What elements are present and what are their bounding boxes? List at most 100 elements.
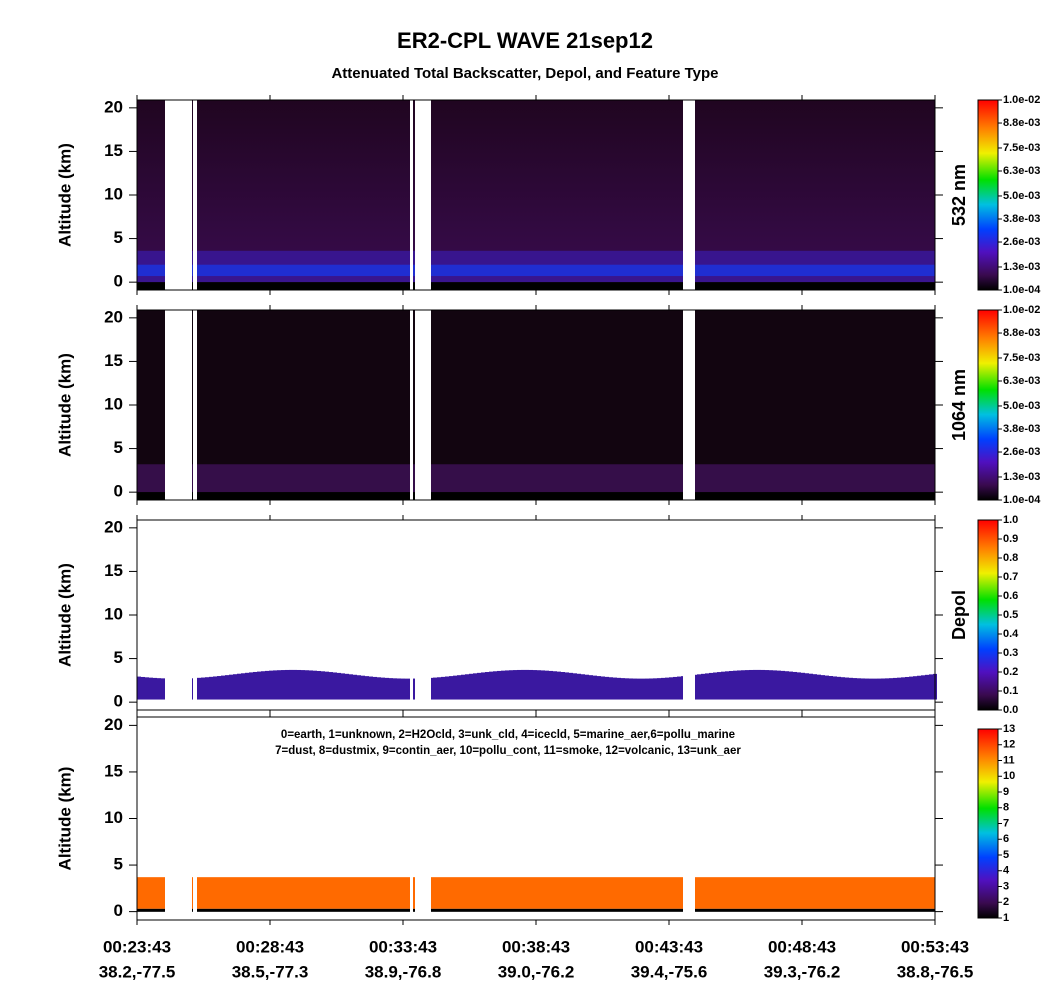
depol-image (233, 674, 237, 700)
depol-image (321, 671, 325, 700)
depol-image (713, 672, 717, 700)
depol-image (837, 676, 841, 700)
depol-image (925, 674, 929, 700)
colorbar-tick-label: 6.3e-03 (1003, 375, 1040, 387)
depol-image (153, 677, 157, 700)
depol-image (357, 675, 361, 700)
data-gap (410, 310, 413, 500)
depol-image (513, 670, 517, 700)
colorbar-tick-label: 8 (1003, 802, 1009, 814)
depol-image (697, 674, 701, 700)
depol-image (309, 670, 313, 700)
data-gap (193, 520, 197, 710)
data-gap (415, 520, 431, 710)
y-tick-label: 20 (104, 715, 123, 734)
depol-image (485, 672, 489, 700)
data-gap (415, 717, 431, 920)
depol-image (709, 672, 713, 700)
depol-image (701, 673, 705, 700)
depol-image (161, 678, 165, 700)
colorbar (977, 309, 999, 501)
data-gap (193, 100, 197, 290)
colorbar-tick-label: 8.8e-03 (1003, 117, 1040, 129)
depol-image (649, 678, 653, 700)
y-tick-label: 5 (114, 228, 123, 247)
y-axis-label: Altitude (km) (55, 563, 74, 667)
colorbar-label: 1064 nm (949, 369, 969, 441)
depol-image (437, 677, 441, 700)
depol-image (353, 674, 357, 700)
surface (137, 282, 935, 290)
depol-image (469, 673, 473, 700)
depol-image (821, 675, 825, 700)
depol-image (313, 670, 317, 700)
depol-image (481, 672, 485, 700)
depol-image (393, 678, 397, 700)
depol-image (277, 670, 281, 700)
depol-image (489, 671, 493, 700)
colorbar (977, 99, 999, 291)
subtitle: Attenuated Total Backscatter, Depol, and… (331, 65, 718, 82)
depol-image (717, 672, 721, 700)
depol-image (145, 677, 149, 700)
depol-image (849, 677, 853, 700)
depol-image (901, 677, 905, 700)
y-tick-label: 15 (104, 351, 123, 370)
data-gap (415, 100, 431, 290)
depol-image (725, 671, 729, 700)
colorbar-tick-label: 0.7 (1003, 571, 1018, 583)
colorbar-tick-label: 5 (1003, 849, 1009, 861)
depol-image (881, 678, 885, 700)
depol-image (521, 669, 525, 700)
colorbar-tick-label: 4 (1003, 865, 1010, 877)
depol-image (765, 670, 769, 700)
depol-image (297, 669, 301, 700)
data-gap (410, 100, 413, 290)
depol-image (549, 670, 553, 700)
depol-image (865, 678, 869, 700)
data-gap (165, 520, 192, 710)
colorbar-tick-label: 1.3e-03 (1003, 471, 1040, 483)
depol-image (381, 677, 385, 700)
data-gap (683, 717, 695, 920)
depol-image (337, 672, 341, 700)
depol-image (137, 676, 141, 700)
colorbar-tick-label: 3.8e-03 (1003, 213, 1040, 225)
depol-image (493, 671, 497, 700)
depol-image (869, 678, 873, 700)
legend-annotation: 0=earth, 1=unknown, 2=H2Ocld, 3=unk_cld,… (281, 729, 735, 741)
colorbar (977, 728, 999, 919)
y-tick-label: 0 (114, 482, 123, 501)
feature-image (137, 877, 935, 909)
colorbar-tick-label: 0.8 (1003, 552, 1018, 564)
depol-image (741, 670, 745, 700)
colorbar-tick-label: 11 (1003, 754, 1015, 766)
depol-image (201, 677, 205, 700)
y-tick-label: 10 (104, 604, 123, 623)
x-tick-sublabel: 39.3,-76.2 (764, 962, 841, 981)
depol-image (445, 676, 449, 700)
colorbar-tick-label: 0.4 (1003, 628, 1019, 640)
colorbar-tick-label: 2.6e-03 (1003, 446, 1040, 458)
depol-image (581, 674, 585, 700)
depol-image (665, 677, 669, 700)
colorbar-label: Depol (949, 590, 969, 640)
x-tick-sublabel: 38.9,-76.8 (365, 962, 442, 981)
x-tick-label: 00:38:43 (502, 937, 570, 956)
colorbar-tick-label: 1.0e-02 (1003, 304, 1040, 316)
depol-image (441, 676, 445, 700)
depol-image (433, 677, 437, 700)
x-tick-label: 00:43:43 (635, 937, 703, 956)
depol-image (805, 673, 809, 700)
x-tick-label: 00:48:43 (768, 937, 836, 956)
colorbar-tick-label: 7.5e-03 (1003, 352, 1040, 364)
depol-image (625, 678, 629, 700)
depol-image (745, 670, 749, 700)
depol-image (465, 674, 469, 700)
depol-image (677, 676, 681, 700)
colorbar-tick-label: 6 (1003, 833, 1009, 845)
depol-image (473, 673, 477, 700)
depol-image (793, 671, 797, 700)
colorbar-tick-label: 1.0e-04 (1003, 284, 1041, 296)
x-tick-label: 00:53:43 (901, 937, 969, 956)
